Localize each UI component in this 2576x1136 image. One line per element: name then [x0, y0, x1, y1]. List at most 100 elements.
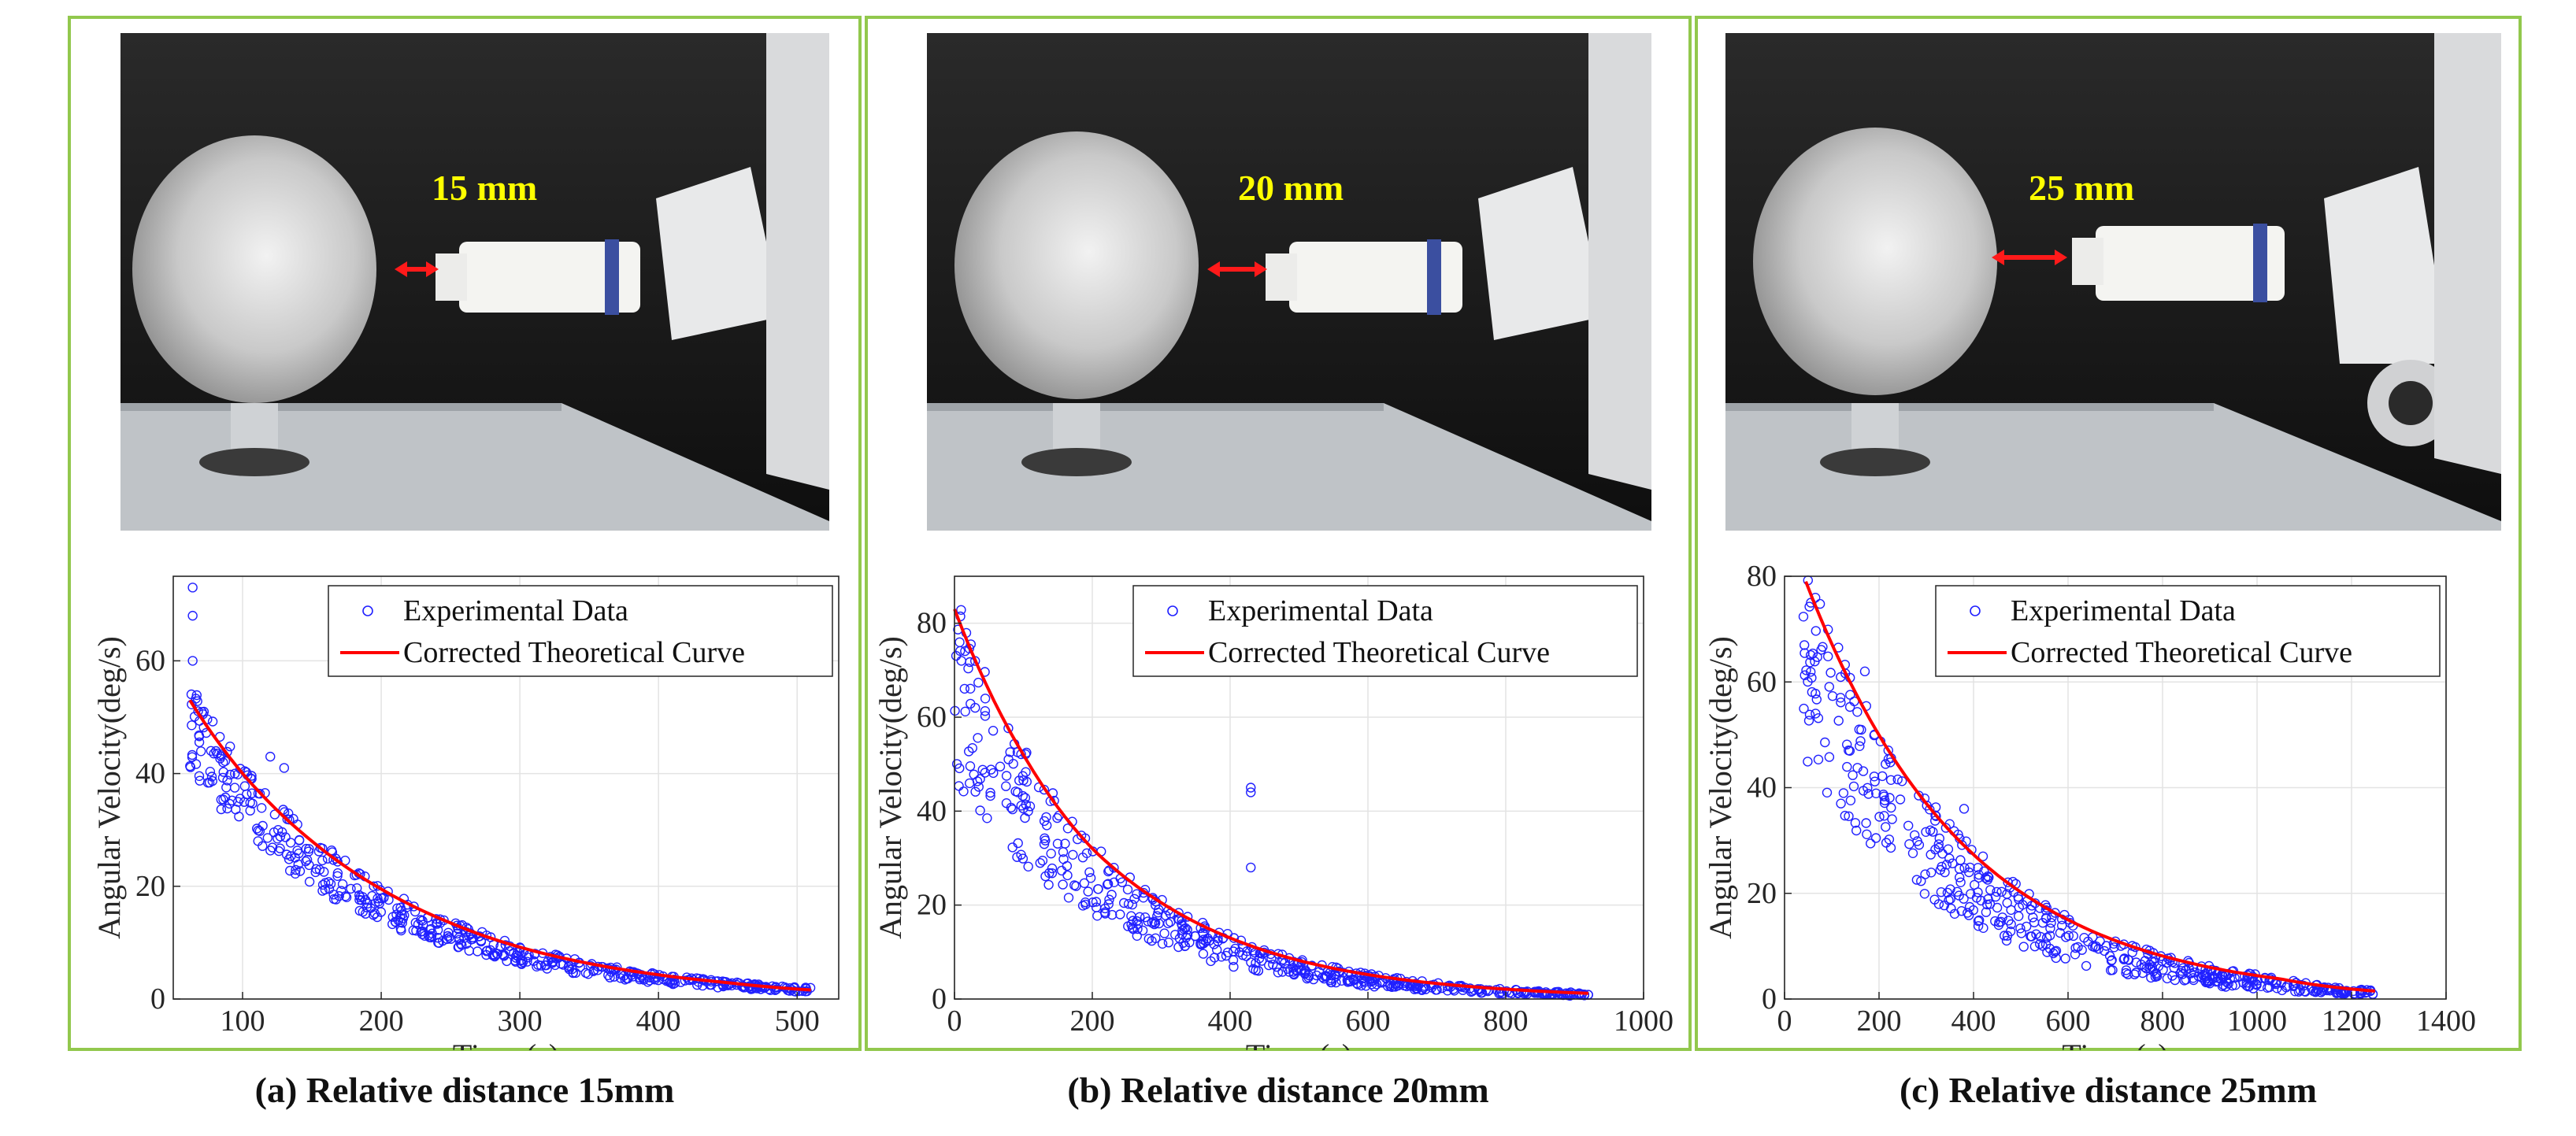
data-point: [1049, 795, 1059, 806]
data-point: [1850, 818, 1861, 828]
data-point: [1102, 879, 1113, 890]
data-point: [1877, 771, 1888, 782]
data-point: [2131, 968, 2141, 978]
data-point: [1973, 916, 1984, 927]
data-point: [1080, 897, 1091, 908]
data-point: [522, 957, 532, 967]
data-point: [1810, 656, 1820, 667]
data-point: [1910, 830, 1920, 840]
data-point: [1978, 923, 1989, 933]
data-point: [1300, 968, 1310, 979]
data-point: [1039, 839, 1050, 849]
distance-label-c: 25 mm: [2029, 168, 2134, 208]
sphere-b: [954, 131, 1199, 399]
x-tick-label: 1000: [2227, 1005, 2287, 1038]
data-point: [207, 716, 218, 727]
data-point: [958, 786, 969, 797]
data-point: [1959, 894, 1969, 904]
data-point: [337, 879, 348, 890]
data-point: [2077, 945, 2087, 955]
data-point: [1037, 856, 1048, 866]
data-point: [191, 759, 202, 769]
data-point: [539, 960, 550, 971]
data-point: [2200, 971, 2210, 982]
data-point: [1934, 833, 1944, 844]
data-point: [229, 768, 240, 779]
data-point: [205, 767, 216, 777]
data-point: [1862, 829, 1872, 839]
data-point: [1043, 879, 1054, 890]
data-point: [1879, 797, 1890, 809]
y-axis-label: Angular Velocity(deg/s): [91, 636, 127, 939]
data-point: [1008, 759, 1018, 769]
data-point: [332, 871, 343, 881]
data-point: [1277, 967, 1288, 977]
data-point: [995, 761, 1006, 772]
data-point: [1152, 911, 1162, 921]
data-point: [1959, 863, 1970, 873]
panel-b: 20 mm 0 200 400 600 800 1000 0 20 40 60 80 Time (s)…: [865, 16, 1692, 1073]
data-point: [1880, 795, 1890, 805]
data-point: [1974, 872, 1984, 883]
data-point: [2178, 963, 2189, 973]
x-tick-label: 400: [636, 1005, 681, 1038]
data-point: [262, 833, 273, 843]
data-point: [2109, 942, 2119, 953]
data-point: [2042, 947, 2052, 957]
sensor-b: [1289, 242, 1462, 313]
x-tick-label: 200: [359, 1005, 404, 1038]
data-point: [1103, 866, 1114, 877]
data-point: [317, 855, 328, 866]
data-point: [1803, 757, 1813, 767]
data-point: [376, 907, 386, 917]
data-point: [972, 776, 983, 786]
data-point: [1021, 776, 1032, 787]
data-point: [528, 956, 539, 966]
data-point: [1157, 938, 1168, 949]
data-point: [272, 834, 283, 844]
data-point: [1895, 794, 1906, 805]
data-point: [1919, 889, 1930, 899]
data-point: [1163, 938, 1174, 948]
data-point: [2293, 986, 2304, 997]
data-point: [396, 925, 406, 936]
data-point: [301, 856, 311, 867]
data-point: [1897, 776, 1907, 786]
x-tick-label: 800: [1484, 1005, 1529, 1038]
data-point: [1811, 709, 1821, 719]
data-point: [1942, 887, 1953, 898]
data-point: [2121, 965, 2132, 975]
data-point: [510, 955, 521, 966]
data-point: [1952, 886, 1963, 897]
data-point: [1840, 810, 1851, 821]
data-point: [2083, 936, 2093, 947]
data-point: [2016, 928, 2026, 938]
data-point: [1799, 648, 1810, 658]
x-axis-label: Time (s): [453, 1038, 559, 1050]
data-point: [1056, 865, 1067, 876]
data-point: [1058, 847, 1069, 857]
data-point: [361, 908, 371, 919]
data-point: [1914, 790, 1924, 801]
data-point: [2002, 889, 2012, 899]
data-point: [973, 733, 983, 743]
data-point: [410, 917, 421, 928]
data-point: [1804, 601, 1814, 612]
data-point: [1870, 833, 1881, 843]
data-point: [1955, 877, 1966, 887]
data-point: [2311, 987, 2321, 997]
data-point: [1798, 612, 1809, 622]
data-point: [2123, 954, 2133, 964]
data-point: [1184, 937, 1195, 948]
data-point: [194, 737, 205, 748]
x-tick-label: 600: [1346, 1005, 1391, 1038]
data-point: [1253, 966, 1264, 976]
data-point: [1103, 879, 1114, 889]
axes-box: [954, 575, 1644, 1000]
data-point: [1981, 873, 1991, 883]
data-point: [1126, 911, 1136, 921]
data-point: [1040, 833, 1050, 843]
data-point: [975, 805, 985, 816]
data-point: [1246, 957, 1256, 968]
data-point: [1863, 789, 1874, 799]
